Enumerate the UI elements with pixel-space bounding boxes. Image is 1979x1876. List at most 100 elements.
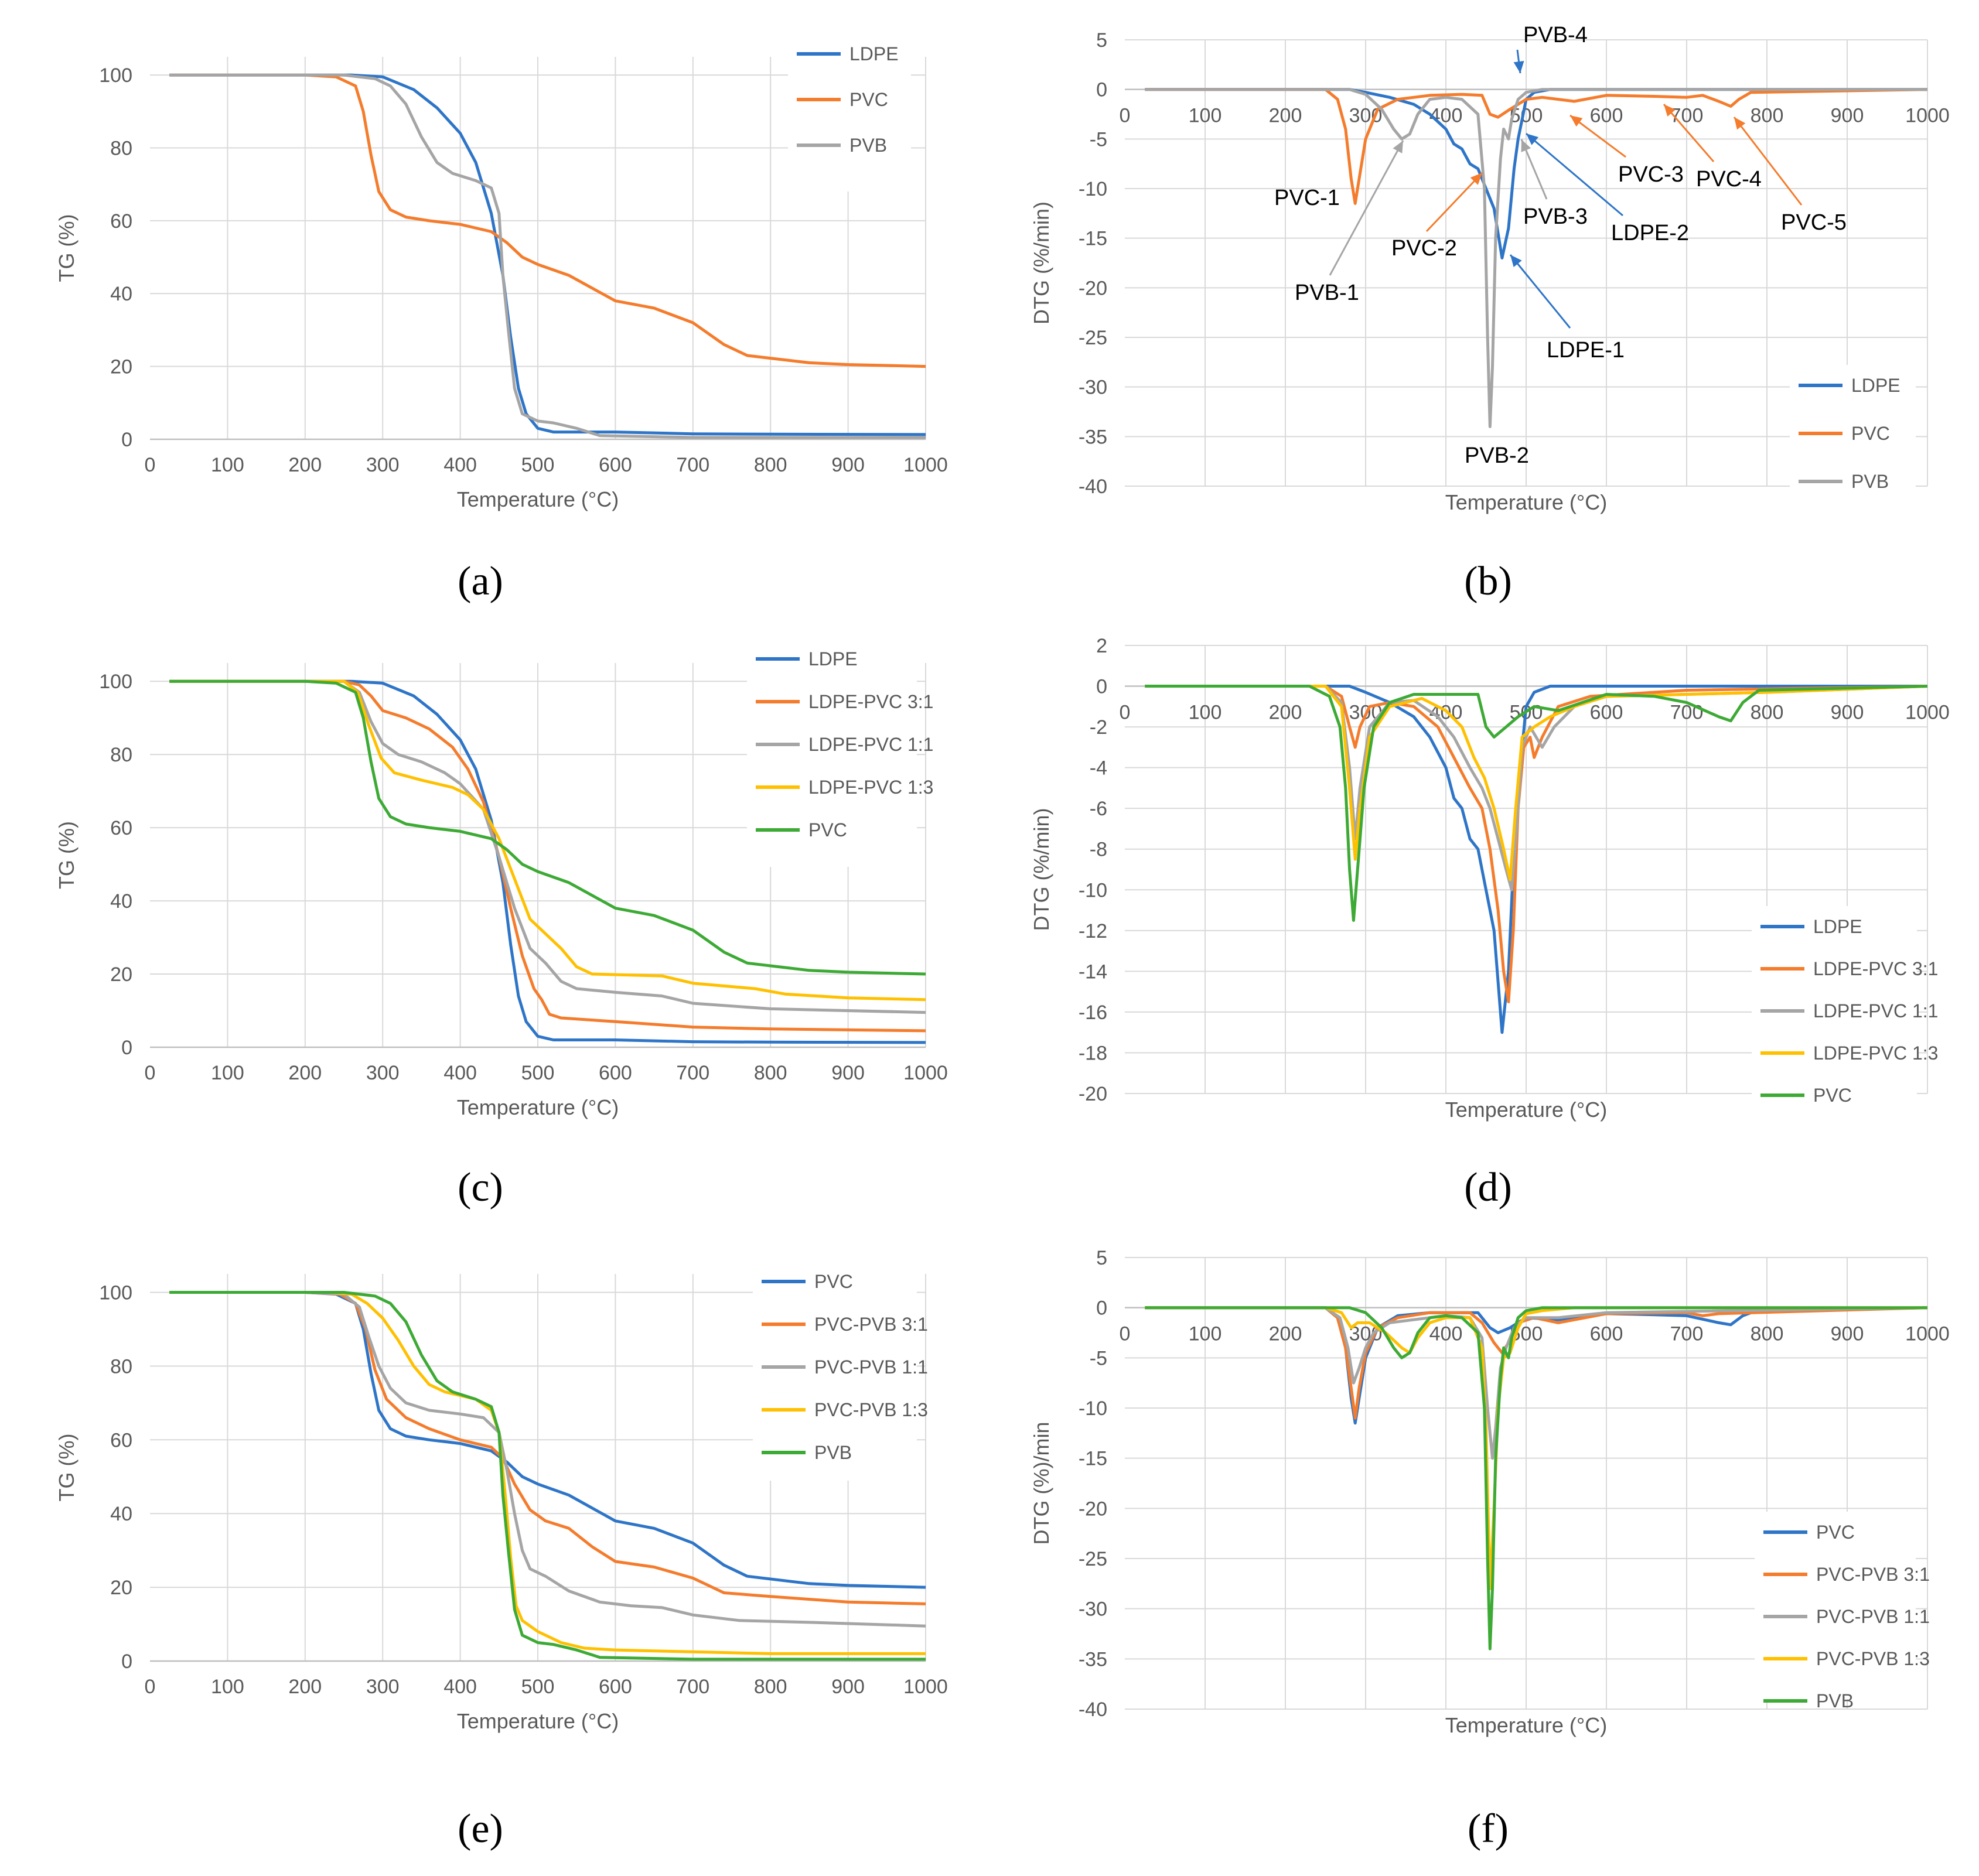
y-tick-label: 5 xyxy=(1096,1247,1107,1269)
legend-box xyxy=(1752,906,1917,1120)
annotation-arrow xyxy=(1425,172,1483,233)
y-tick-label: 0 xyxy=(1096,676,1107,698)
legend-label: PVB xyxy=(849,135,887,156)
panel-label: (f) xyxy=(1468,1806,1509,1851)
y-tick-label: 0 xyxy=(1096,1297,1107,1320)
legend-label: LDPE-PVC 1:3 xyxy=(808,777,933,798)
y-tick-label: -4 xyxy=(1090,757,1107,780)
series-line-pvb xyxy=(169,73,926,439)
legend-label: PVB xyxy=(814,1442,852,1463)
x-tick-label: 0 xyxy=(145,1062,156,1084)
annotation-arrowhead xyxy=(1521,139,1531,152)
x-tick-label: 600 xyxy=(1590,105,1623,127)
y-tick-label: -10 xyxy=(1079,879,1107,901)
series-line-pvc xyxy=(169,679,926,976)
y-axis-title: TG (%) xyxy=(54,214,79,282)
panel-label: (d) xyxy=(1464,1165,1512,1210)
annotation-arrow xyxy=(1663,104,1715,162)
y-tick-label: -10 xyxy=(1079,1397,1107,1420)
chart-c: 0 100 200 300 400 500 600 700 800 900 1000 0 20 40 60 8… xyxy=(54,638,948,1210)
y-tick-label: 2 xyxy=(1096,635,1107,657)
series-line-pvc-pvb-1-3 xyxy=(1145,1306,1927,1590)
legend-label: LDPE xyxy=(1851,375,1900,396)
y-axis-title: DTG (%/min) xyxy=(1029,808,1053,931)
y-tick-label: -16 xyxy=(1079,1002,1107,1024)
y-tick-label: -20 xyxy=(1079,1083,1107,1105)
series-line-pvb xyxy=(1145,88,1927,428)
legend-label: PVC xyxy=(808,819,847,840)
legend-label: PVC xyxy=(1851,423,1890,444)
panel-label: (b) xyxy=(1464,559,1512,604)
y-tick-label: -8 xyxy=(1090,839,1107,861)
annotation-arrowhead xyxy=(1570,115,1583,127)
y-tick-label: 80 xyxy=(110,1355,132,1378)
legend-label: PVC-PVB 3:1 xyxy=(1816,1564,1930,1585)
series-line-ldpe xyxy=(1145,685,1927,1034)
y-tick-label: 40 xyxy=(110,1503,132,1525)
x-tick-label: 0 xyxy=(1120,702,1131,724)
annotation-label: PVB-2 xyxy=(1465,443,1529,468)
x-tick-label: 900 xyxy=(831,1676,865,1698)
chart-e: 0 100 200 300 400 500 600 700 800 900 1000 0 20 40 60 8… xyxy=(54,1261,948,1851)
y-tick-label: 20 xyxy=(110,963,132,986)
y-axis-title: DTG (%)/min xyxy=(1029,1422,1053,1545)
annotation-arrowhead xyxy=(1734,117,1746,130)
x-tick-label: 600 xyxy=(599,1062,632,1084)
y-tick-label: 60 xyxy=(110,817,132,839)
annotation-arrow xyxy=(1526,132,1623,217)
x-tick-label: 200 xyxy=(1269,702,1302,724)
legend-box xyxy=(1755,1512,1916,1699)
y-tick-label: -10 xyxy=(1079,178,1107,200)
y-tick-label: -35 xyxy=(1079,1648,1107,1670)
legend-label: LDPE xyxy=(849,43,899,64)
x-tick-label: 700 xyxy=(1670,1323,1704,1345)
series-line-ldpe-pvc-1-1 xyxy=(1145,685,1928,891)
y-tick-label: -40 xyxy=(1079,476,1107,498)
legend-label: PVC-PVB 1:1 xyxy=(1816,1606,1930,1627)
x-tick-label: 400 xyxy=(443,454,477,476)
x-tick-label: 800 xyxy=(1751,1323,1784,1345)
y-axis-title: TG (%) xyxy=(54,1434,79,1502)
x-tick-label: 1000 xyxy=(903,1676,948,1698)
x-tick-label: 100 xyxy=(211,1676,244,1698)
series-line-pvb xyxy=(1145,1306,1927,1651)
legend-label: PVB xyxy=(1816,1690,1854,1711)
x-tick-label: 700 xyxy=(676,1062,709,1084)
y-tick-label: -6 xyxy=(1090,798,1107,820)
x-tick-label: 100 xyxy=(1189,1323,1222,1345)
x-tick-label: 900 xyxy=(831,454,865,476)
x-tick-label: 900 xyxy=(831,1062,865,1084)
x-tick-label: 100 xyxy=(211,1062,244,1084)
annotation-arrowhead xyxy=(1470,173,1482,185)
y-tick-label: 0 xyxy=(121,1651,132,1673)
x-tick-label: 0 xyxy=(145,1676,156,1698)
x-tick-label: 400 xyxy=(443,1676,477,1698)
legend-label: PVC-PVB 3:1 xyxy=(814,1314,928,1335)
x-tick-label: 1000 xyxy=(1905,105,1950,127)
x-tick-label: 500 xyxy=(521,1676,555,1698)
annotation-label: PVB-3 xyxy=(1523,204,1588,229)
series-line-pvc xyxy=(169,73,926,368)
y-tick-label: -18 xyxy=(1079,1042,1107,1064)
y-tick-label: -25 xyxy=(1079,327,1107,349)
y-tick-label: 100 xyxy=(99,1282,132,1304)
x-tick-label: 600 xyxy=(1590,1323,1623,1345)
x-tick-label: 0 xyxy=(1120,1323,1131,1345)
legend-label: PVC xyxy=(814,1271,853,1292)
y-tick-label: 40 xyxy=(110,890,132,913)
annotation-label: PVC-5 xyxy=(1781,210,1847,235)
x-tick-label: 700 xyxy=(1670,702,1704,724)
x-tick-label: 300 xyxy=(366,1062,400,1084)
annotation-arrow xyxy=(1733,117,1803,206)
panel-label: (e) xyxy=(458,1806,503,1851)
y-tick-label: -14 xyxy=(1079,961,1107,983)
annotation-label: LDPE-2 xyxy=(1611,221,1689,245)
legend-label: PVC-PVB 1:3 xyxy=(1816,1648,1930,1669)
x-axis-title: Temperature (°C) xyxy=(1445,490,1607,514)
x-axis-title: Temperature (°C) xyxy=(1445,1713,1607,1737)
legend-label: PVC-PVB 1:3 xyxy=(814,1399,928,1420)
y-tick-label: 100 xyxy=(99,64,132,87)
x-tick-label: 700 xyxy=(1670,105,1704,127)
legend-label: PVC xyxy=(1813,1085,1852,1106)
x-tick-label: 100 xyxy=(1189,702,1222,724)
